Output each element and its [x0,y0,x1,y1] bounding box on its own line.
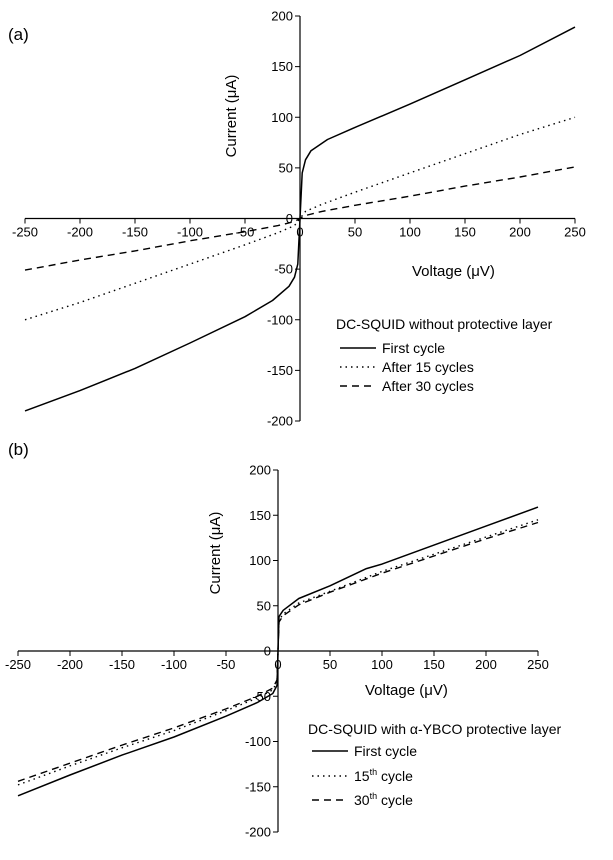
panel-a-ticks: -250 -200 -150 -100 -50 0 50 100 150 200 250 -200 -1… [12,9,586,429]
panel-a: (a) -250 -200 -150 -100 -50 0 50 100 150 200 250-2… [8,9,586,429]
panel-a-y-tick-label: 200 [271,9,293,24]
panel-a-x-tick-label: -200 [67,225,93,240]
panel-b-legend-entry-30th-cycle: 30th cycle [354,791,413,808]
panel-a-legend-entry-first-cycle: First cycle [382,340,445,356]
panel-b-legend: DC-SQUID with α-YBCO protective layer Fi… [308,721,561,808]
panel-b-y-tick-label: 150 [249,508,271,523]
panel-a-x-axis-label: Voltage (μV) [412,263,495,280]
panel-b-y-tick-label: -100 [245,734,271,749]
panel-a-legend-title: DC-SQUID without protective layer [336,316,553,332]
panel-a-y-tick-label: -150 [267,363,293,378]
panel-a-x-tick-label: -100 [177,225,203,240]
panel-b-x-tick-label: 200 [475,657,497,672]
panel-a-x-tick-label: 200 [509,225,531,240]
panel-b-legend-entry-15th-cycle: 15th cycle [354,767,413,784]
panel-a-y-tick-label: 100 [271,110,293,125]
panel-a-y-tick-label: 50 [279,160,293,175]
panel-a-y-tick-label: -200 [267,414,293,429]
panel-b-y-tick-label: 100 [249,553,271,568]
panel-a-legend: DC-SQUID without protective layer First … [336,316,553,394]
panel-a-x-tick-label: -50 [236,225,255,240]
panel-a-x-tick-label: 50 [348,225,362,240]
panel-a-x-tick-label: 100 [399,225,421,240]
panel-b-y-tick-label: 0 [264,644,271,659]
panel-b-ticks: -250 -200 -150 -100 -50 0 50 100 150 200 250 -200 -1… [5,463,549,840]
panel-b-x-tick-label: 100 [371,657,393,672]
panel-b-x-tick-label: -200 [57,657,83,672]
panel-label-b: (b) [8,440,29,459]
panel-a-series-line-3 [24,166,576,271]
panel-a-y-tick-label: 0 [286,211,293,226]
panel-label-a: (a) [8,25,29,44]
panel-b-x-tick-label: -250 [5,657,31,672]
panel-b-x-tick-label: 250 [527,657,549,672]
panel-b-legend-title: DC-SQUID with α-YBCO protective layer [308,721,561,737]
panel-b-x-tick-label: -150 [109,657,135,672]
panel-a-x-tick-label: -250 [12,225,38,240]
panel-b-x-tick-label: -50 [217,657,236,672]
panel-a-y-axis-label: Current (μA) [223,75,240,158]
panel-a-legend-entry-after-30-cycles: After 30 cycles [382,378,474,394]
panel-b-y-tick-label: -150 [245,779,271,794]
panel-a-y-tick-label: -100 [267,312,293,327]
panel-a-series [24,26,576,412]
panel-a-y-tick-label: 150 [271,59,293,74]
panel-b-legend-entry-first-cycle: First cycle [354,743,417,759]
panel-b-series-line-3 [17,521,539,782]
panel-a-y-tick-label: -50 [274,262,293,277]
panel-a-x-tick-label: -150 [122,225,148,240]
panel-b-series [17,506,539,797]
panel-b-x-tick-label: 150 [423,657,445,672]
panel-b-y-axis-label: Current (μA) [207,512,224,595]
panel-b-y-tick-label: 50 [257,598,271,613]
panel-b: (b) -250 -200 -150 -100 -50 0 50 100 150 200 250-2… [5,440,562,840]
panel-b-y-tick-label: 200 [249,463,271,478]
panel-b-x-tick-label: 50 [323,657,337,672]
panel-b-x-tick-label: -100 [161,657,187,672]
panel-b-y-tick-label: -200 [245,825,271,840]
panel-a-legend-entry-after-15-cycles: After 15 cycles [382,359,474,375]
panel-a-x-tick-label: 150 [454,225,476,240]
panel-a-x-tick-label: 250 [564,225,586,240]
panel-b-x-axis-label: Voltage (μV) [365,682,448,699]
